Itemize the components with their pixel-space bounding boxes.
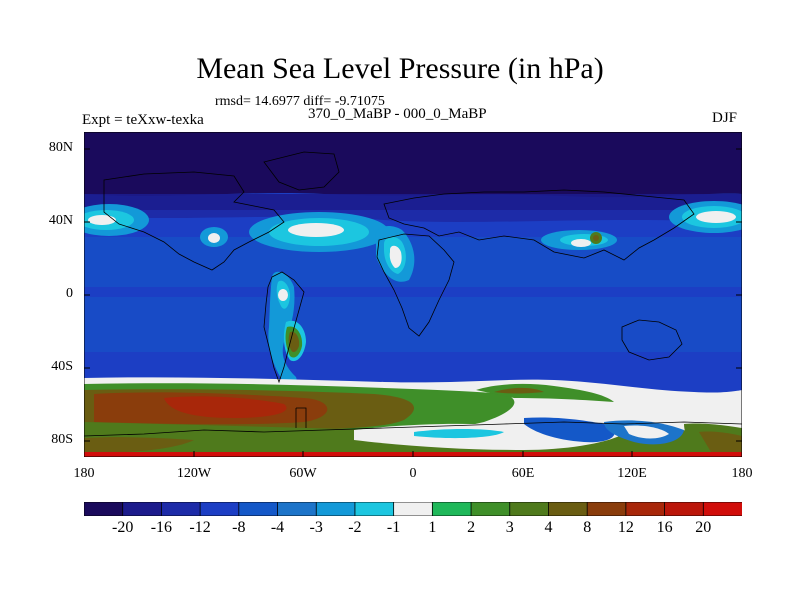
colorbar-swatch <box>393 502 434 516</box>
stats-text: rmsd= 14.6977 diff= -9.71075 <box>215 94 385 109</box>
colorbar-swatch <box>664 502 705 516</box>
colorbar-label: 1 <box>428 519 437 536</box>
colorbar-label: 12 <box>617 519 634 536</box>
colorbar-label: -4 <box>270 519 285 536</box>
season-label: DJF <box>712 110 738 126</box>
colorbar-swatch <box>122 502 163 516</box>
colorbar-swatch <box>586 502 627 516</box>
x-tick-label: 180 <box>73 466 95 481</box>
colorbar-swatch <box>238 502 279 516</box>
colorbar-swatch <box>315 502 356 516</box>
colorbar-label: 8 <box>583 519 592 536</box>
colorbar-swatch <box>277 502 318 516</box>
x-tick-label: 60E <box>511 466 535 481</box>
colorbar-label: -12 <box>189 519 211 536</box>
x-tick-label: 0 <box>409 466 417 481</box>
colorbar-label: -16 <box>150 519 173 536</box>
colorbar-label: -1 <box>386 519 401 536</box>
x-tick-label: 120E <box>617 466 647 481</box>
colorbar-swatch <box>509 502 550 516</box>
colorbar-label: 20 <box>695 519 712 536</box>
y-tick-label: 40N <box>48 213 73 228</box>
colorbar-label: -20 <box>112 519 134 536</box>
continent-outlines <box>84 151 742 437</box>
y-tick-label: 40S <box>51 359 73 374</box>
y-tick-label: 0 <box>66 286 73 301</box>
x-tick-label: 60W <box>289 466 317 481</box>
chart-title: Mean Sea Level Pressure (in hPa) <box>196 52 604 85</box>
experiment-label: Expt = teXxw-texka <box>82 112 204 128</box>
comparison-label: 370_0_MaBP - 000_0_MaBP <box>308 106 487 122</box>
colorbar-swatch <box>161 502 202 516</box>
x-tick-label: 120W <box>176 466 212 481</box>
colorbar-swatch <box>548 502 589 516</box>
colorbar-swatch <box>199 502 240 516</box>
colorbar-swatch <box>470 502 511 516</box>
colorbar-swatch <box>702 502 742 516</box>
colorbar-label: -3 <box>309 519 323 536</box>
colorbar-label: -2 <box>348 519 362 536</box>
colorbar <box>84 502 742 516</box>
y-tick-label: 80N <box>48 140 73 155</box>
polar-low-band <box>84 132 742 187</box>
pressure-map <box>84 132 742 457</box>
colorbar-label: 3 <box>505 519 514 536</box>
x-tick-label: 180 <box>731 466 753 481</box>
colorbar-label: 2 <box>467 519 476 536</box>
colorbar-swatch <box>84 502 124 516</box>
colorbar-swatch <box>354 502 395 516</box>
colorbar-swatch <box>625 502 666 516</box>
colorbar-label: 16 <box>656 519 673 536</box>
map-ticks <box>84 148 742 457</box>
y-tick-label: 80S <box>51 432 73 447</box>
colorbar-label: 4 <box>544 519 553 536</box>
colorbar-label: -8 <box>232 519 246 536</box>
colorbar-swatch <box>431 502 472 516</box>
